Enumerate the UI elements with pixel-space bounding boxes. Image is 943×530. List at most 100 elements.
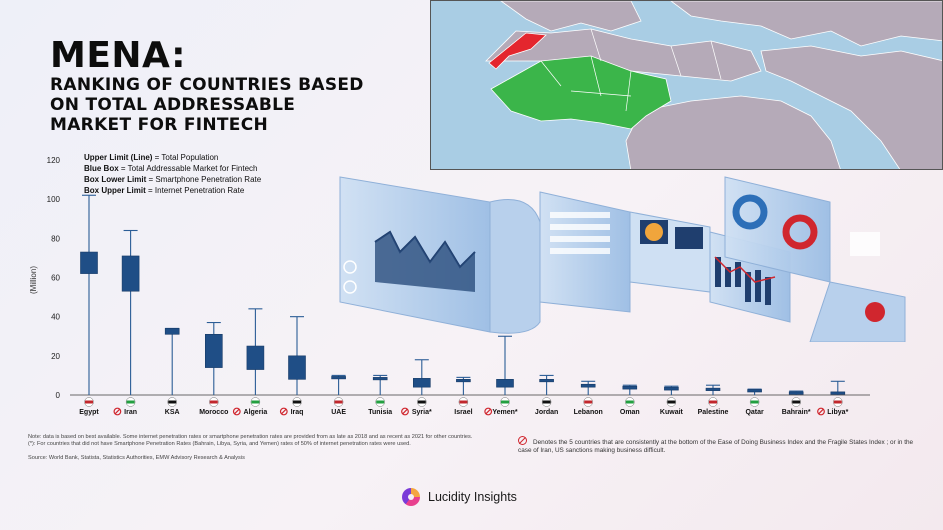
source-note: Source: World Bank, Statista, Statistics…	[28, 455, 245, 461]
fintech-dashboard-illustration	[339, 176, 906, 342]
prohibited-legend-text: Denotes the 5 countries that are consist…	[518, 439, 914, 454]
x-tick-label-KSA: KSA	[165, 409, 180, 416]
title-line-4: MARKET FOR FINTECH	[50, 115, 269, 135]
x-tick-label-Tunisia: Tunisia	[368, 409, 392, 416]
legend-item-upper-limit: Upper Limit (Line) = Total Population	[84, 153, 219, 162]
title-line-1: MENA:	[50, 35, 186, 76]
box-Iraq	[288, 355, 306, 380]
flag-stripe-Egypt	[85, 400, 93, 404]
prohibited-icon	[518, 436, 527, 445]
x-tick-label-Kuwait: Kuwait	[660, 409, 684, 416]
x-tick-label-Lebanon: Lebanon	[574, 409, 603, 416]
prohibited-icon-Algeria	[232, 407, 241, 416]
legend-item-blue-box: Blue Box = Total Addressable Market for …	[84, 164, 258, 173]
box-Iran	[121, 255, 140, 292]
prohibited-icon-Libya*	[817, 407, 825, 416]
chart-note: Note: data is based on best available. S…	[28, 434, 508, 448]
box-Libya*	[830, 391, 846, 395]
prohibited-slash-Libya*	[818, 408, 824, 415]
x-tick-label-Egypt: Egypt	[79, 409, 99, 416]
flag-stripe-Tunisia	[376, 400, 385, 404]
prohibited-icon-Iran	[113, 407, 122, 416]
x-tick-label-Syria*: Syria*	[412, 409, 432, 416]
flag-stripe-Libya*	[833, 400, 842, 404]
x-tick-label-Palestine: Palestine	[698, 409, 729, 416]
box-Palestine	[705, 387, 721, 391]
x-tick-label-Israel: Israel	[454, 409, 472, 416]
prohibited-icon-Yemen*	[484, 407, 493, 416]
flag-stripe-Lebanon	[584, 400, 593, 404]
y-tick-label: 100	[47, 195, 61, 204]
legend-item-box-lower: Box Lower Limit = Smartphone Penetration…	[84, 175, 262, 184]
lucidity-logo-icon	[402, 488, 420, 506]
y-axis-label: (Million)	[29, 266, 38, 294]
flag-stripe-Iran	[126, 400, 135, 404]
box-Morocco	[205, 333, 223, 368]
x-tick-label-Qatar: Qatar	[745, 409, 764, 416]
flag-stripe-Iraq	[293, 400, 301, 404]
y-tick-label: 0	[56, 391, 61, 400]
prohibited-slash-Iraq	[281, 408, 287, 415]
y-tick-label: 20	[51, 352, 60, 361]
box-Oman	[622, 385, 638, 390]
prohibited-slash-Algeria	[234, 408, 240, 415]
box-UAE	[331, 376, 346, 380]
title-line-3: ON TOTAL ADDRESSABLE	[50, 95, 296, 115]
flag-stripe-KSA	[168, 400, 177, 404]
chart-legend: Upper Limit (Line) = Total Population Bl…	[84, 152, 261, 196]
box-Bahrain*	[788, 391, 804, 395]
box-Qatar	[747, 389, 762, 393]
africa-map-image	[431, 1, 942, 169]
y-tick-label: 40	[51, 313, 60, 322]
brand-name: Lucidity Insights	[428, 490, 517, 504]
box-Yemen*	[496, 379, 514, 388]
x-tick-label-UAE: UAE	[331, 409, 346, 416]
prohibited-slash-Iran	[114, 408, 121, 415]
flag-stripe-Algeria	[251, 400, 260, 404]
x-tick-label-Oman: Oman	[620, 409, 640, 416]
box-Syria*	[412, 378, 431, 388]
x-tick-label-Libya*: Libya*	[827, 409, 848, 416]
box-KSA	[164, 328, 180, 335]
y-tick-label: 120	[47, 156, 61, 165]
flag-stripe-Kuwait	[667, 400, 676, 404]
box-Egypt	[80, 251, 98, 274]
box-Tunisia	[372, 377, 388, 381]
flag-stripe-UAE	[334, 400, 343, 404]
title-line-2: RANKING OF COUNTRIES BASED	[50, 75, 364, 95]
box-Jordan	[539, 379, 554, 383]
flag-stripe-Oman	[625, 400, 634, 404]
x-tick-label-Morocco: Morocco	[199, 409, 228, 416]
box-Algeria	[246, 345, 265, 370]
box-Lebanon	[580, 383, 596, 388]
flag-stripe-Israel	[459, 400, 468, 404]
note-data-availability: Note: data is based on best available. S…	[28, 434, 473, 440]
legend-item-box-upper: Box Upper Limit = Internet Penetration R…	[84, 186, 245, 195]
x-tick-label-Jordan: Jordan	[535, 409, 558, 416]
x-tick-label-Algeria: Algeria	[244, 409, 268, 416]
page-title: MENA: RANKING OF COUNTRIES BASED ON TOTA…	[50, 35, 364, 135]
x-tick-label-Iraq: Iraq	[291, 409, 304, 416]
prohibited-icon-Syria*	[401, 407, 409, 416]
flag-stripe-Jordan	[542, 400, 551, 404]
flag-stripe-Qatar	[750, 400, 759, 404]
flag-stripe-Palestine	[709, 400, 717, 404]
y-tick-label: 60	[51, 274, 60, 283]
prohibited-legend: Denotes the 5 countries that are consist…	[518, 436, 918, 455]
x-tick-label-Yemen*: Yemen*	[492, 409, 518, 416]
prohibited-slash-Syria*	[402, 408, 408, 415]
prohibited-slash-Yemen*	[485, 408, 491, 415]
prohibited-icon-Iraq	[279, 407, 288, 416]
x-tick-label-Iran: Iran	[124, 409, 137, 416]
flag-stripe-Bahrain*	[792, 400, 801, 404]
brand-logo: Lucidity Insights	[402, 488, 517, 506]
box-Israel	[456, 379, 471, 383]
box-Kuwait	[664, 386, 679, 391]
flag-stripe-Yemen*	[501, 400, 509, 404]
box-plot-chart: (Million) 0 20 40 60 80 100 120 Egypt Iran KSA Moro…	[29, 156, 870, 416]
region-map	[430, 0, 943, 170]
note-asterisk: (*): For countries that did not have Sma…	[28, 441, 411, 447]
y-tick-label: 80	[51, 234, 60, 243]
x-tick-label-Bahrain*: Bahrain*	[782, 409, 811, 416]
flag-stripe-Syria*	[417, 400, 426, 404]
